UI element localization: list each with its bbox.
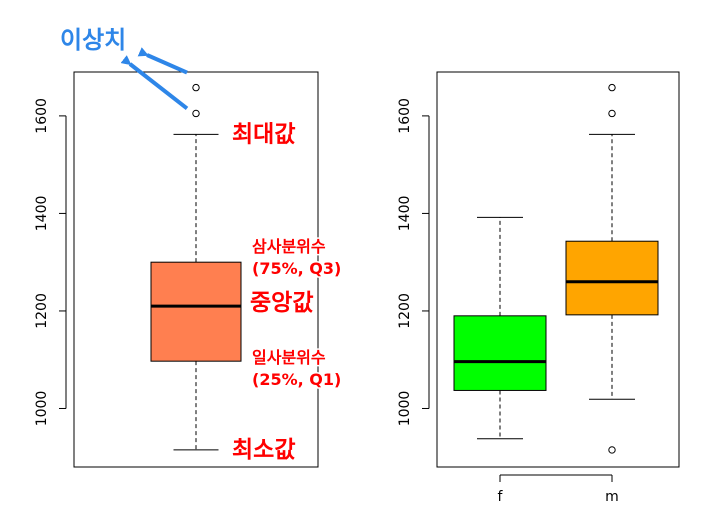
iqr-box [453, 315, 547, 391]
outlier-arrow [120, 55, 189, 111]
y-tick-label: 1000 [34, 391, 50, 427]
max-label: 최대값 [232, 121, 295, 147]
outlier-arrow [137, 47, 188, 75]
outlier-label: 이상치 [60, 26, 126, 54]
x-tick-label: f [498, 489, 504, 505]
q1-label-line1: 일사분위수 [252, 348, 326, 367]
boxplot-overall: 1000 1200 1400 1600 [34, 71, 319, 468]
box-f [453, 216, 547, 440]
min-label: 최소값 [232, 437, 295, 463]
outlier-point [608, 446, 616, 454]
iqr-box [565, 240, 659, 316]
y-axis: 1000 1200 1400 1600 [397, 98, 430, 427]
box-m [565, 83, 659, 454]
y-tick-label: 1200 [397, 293, 413, 329]
y-axis: 1000 1200 1400 1600 [34, 98, 67, 427]
outlier-point [192, 83, 200, 92]
iqr-box [150, 261, 242, 362]
plot-frame [73, 71, 319, 468]
outlier-point [192, 109, 200, 118]
y-tick-label: 1400 [397, 196, 413, 232]
y-tick-label: 1400 [34, 196, 50, 232]
median-label: 중앙값 [250, 290, 313, 316]
y-tick-label: 1600 [397, 98, 413, 134]
outlier-point [608, 83, 616, 92]
box-all [150, 83, 242, 451]
y-tick-label: 1600 [34, 98, 50, 134]
x-tick-label: m [605, 489, 619, 505]
y-tick-label: 1000 [397, 391, 413, 427]
q3-label-line1: 삼사분위수 [252, 237, 326, 256]
plot-frame [436, 71, 680, 468]
q3-label-line2: (75%, Q3) [252, 259, 341, 278]
outlier-point [608, 109, 616, 118]
y-tick-label: 1200 [34, 293, 50, 329]
q1-label-line2: (25%, Q1) [252, 370, 341, 389]
